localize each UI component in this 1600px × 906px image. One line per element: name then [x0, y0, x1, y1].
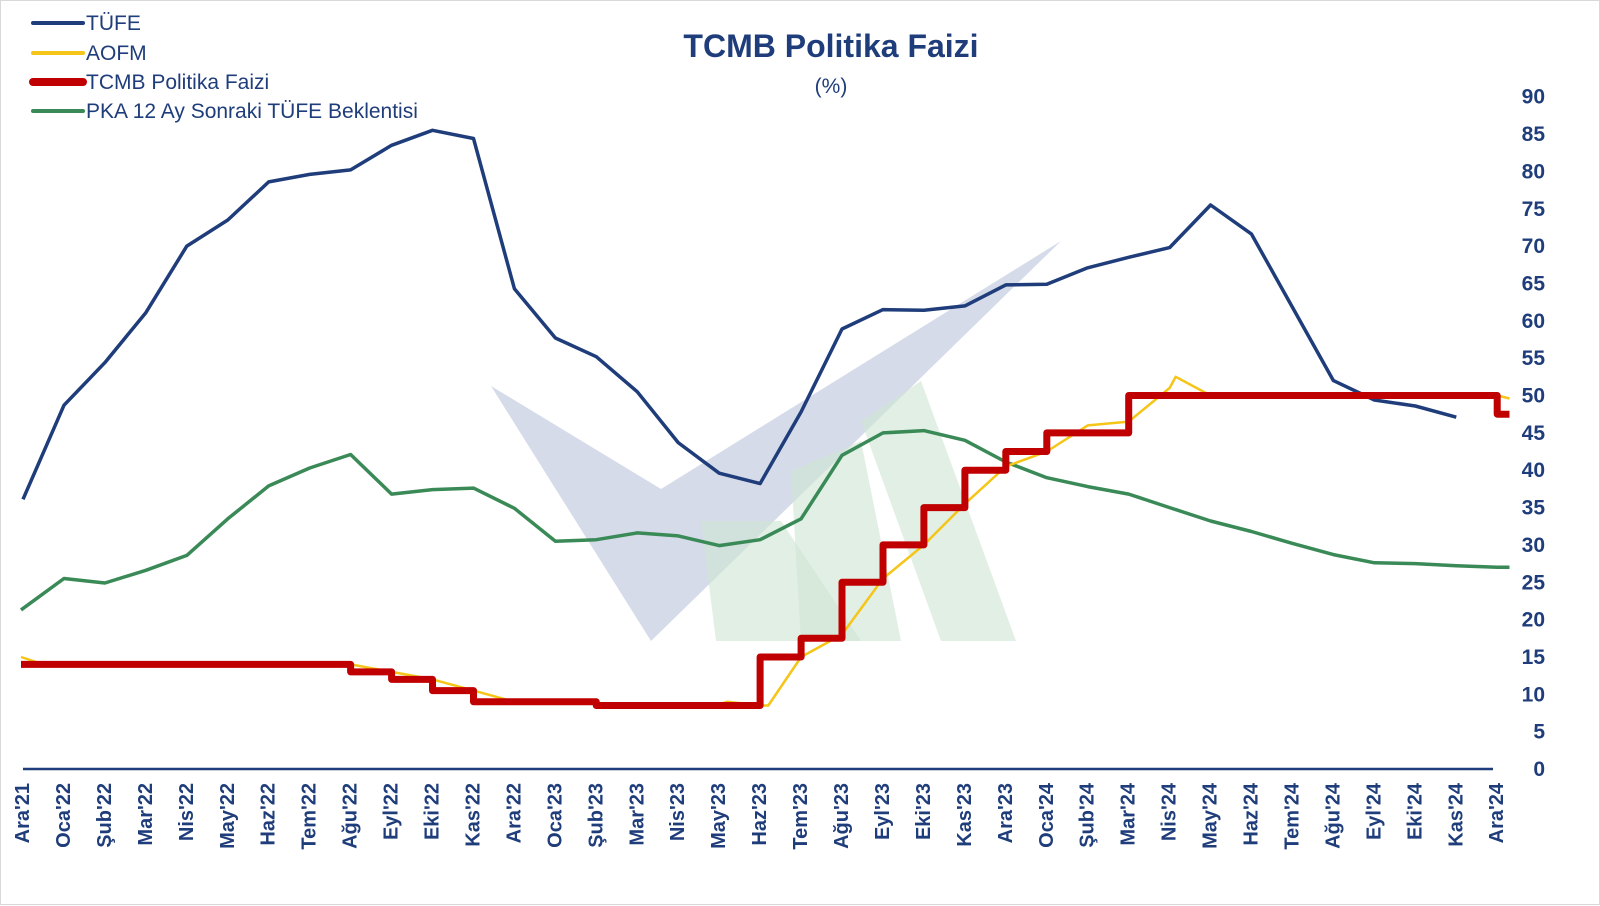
x-tick-label: Oca'24 — [1036, 782, 1058, 848]
chart-title: TCMB Politika Faizi — [683, 28, 978, 64]
x-tick-label: Mar'22 — [135, 783, 157, 846]
y-tick-label: 60 — [1522, 310, 1545, 333]
x-tick-label: Ara'22 — [503, 783, 525, 843]
x-tick-label: Eki'24 — [1404, 782, 1426, 840]
x-tick-label: Haz'24 — [1241, 782, 1263, 845]
x-tick-label: Haz'23 — [749, 783, 771, 846]
y-tick-label: 85 — [1522, 123, 1546, 146]
y-tick-label: 80 — [1522, 160, 1545, 183]
x-tick-label: Mar'24 — [1118, 782, 1140, 845]
watermark-checkmark — [491, 241, 1061, 641]
legend-label: TÜFE — [86, 12, 141, 35]
x-tick-label: Tem'23 — [790, 783, 812, 850]
x-tick-label: Kas'24 — [1445, 782, 1467, 847]
x-tick-label: Nis'23 — [667, 783, 689, 841]
x-tick-label: Kas'23 — [954, 783, 976, 847]
x-tick-label: Ağu'23 — [831, 783, 853, 849]
legend-label: PKA 12 Ay Sonraki TÜFE Beklentisi — [86, 100, 418, 123]
y-tick-label: 75 — [1522, 198, 1546, 221]
y-tick-label: 30 — [1522, 534, 1545, 557]
x-tick-label: Kas'22 — [462, 783, 484, 847]
series-line-tufe — [21, 128, 1457, 500]
x-tick-label: Mar'23 — [626, 783, 648, 846]
y-tick-label: 65 — [1522, 272, 1546, 295]
y-tick-label: 70 — [1522, 235, 1545, 258]
y-tick-label: 15 — [1522, 646, 1546, 669]
y-axis: 0 5 10 15 20 25 30 35 40 45 50 55 60 65 70 75 80 85 90 — [1522, 86, 1546, 781]
y-tick-label: 55 — [1522, 347, 1546, 370]
x-tick-label: Nis'24 — [1159, 782, 1181, 841]
y-tick-label: 50 — [1522, 385, 1545, 408]
series-line-aofm — [20, 375, 1510, 707]
legend-label: TCMB Politika Faizi — [86, 71, 269, 94]
x-tick-label: Eyl'22 — [381, 783, 403, 840]
x-tick-label: Eyl'24 — [1363, 782, 1385, 840]
x-tick-label: Ağu'24 — [1322, 782, 1344, 849]
legend-label: AOFM — [86, 42, 147, 65]
x-tick-label: Tem'24 — [1281, 782, 1303, 850]
series-layer — [19, 128, 1510, 709]
y-tick-label: 25 — [1522, 571, 1546, 594]
x-tick-label: Eki'23 — [913, 783, 935, 840]
y-tick-label: 90 — [1522, 86, 1545, 109]
x-tick-label: Oca'23 — [544, 783, 566, 848]
x-tick-label: Şub'24 — [1077, 782, 1099, 848]
x-tick-label: Ağu'22 — [340, 783, 362, 849]
series-line-policy — [21, 392, 1510, 709]
legend-item-tufe: TÜFE — [31, 12, 141, 35]
x-tick-label: Nis'22 — [176, 783, 198, 841]
x-tick-label: Ara'23 — [995, 783, 1017, 843]
legend: TÜFE AOFM TCMB Politika Faizi PKA 12 Ay Son… — [29, 12, 418, 123]
y-tick-label: 0 — [1533, 758, 1545, 781]
x-tick-label: Oca'22 — [53, 783, 75, 848]
y-tick-label: 5 — [1533, 721, 1545, 744]
y-tick-label: 20 — [1522, 609, 1545, 632]
x-tick-label: Şub'22 — [94, 783, 116, 848]
y-tick-label: 40 — [1522, 459, 1545, 482]
chart-subtitle: (%) — [815, 75, 848, 98]
y-tick-label: 35 — [1522, 497, 1546, 520]
x-tick-label: May'24 — [1200, 782, 1222, 849]
y-tick-label: 10 — [1522, 683, 1545, 706]
series-line-pka — [19, 428, 1510, 612]
x-tick-label: Ara'24 — [1486, 782, 1508, 843]
x-tick-label: May'22 — [217, 783, 239, 849]
x-tick-label: Haz'22 — [258, 783, 280, 846]
legend-item-policy: TCMB Politika Faizi — [29, 71, 269, 94]
x-tick-label: Şub'23 — [585, 783, 607, 848]
x-tick-label: Ara'21 — [12, 783, 34, 843]
x-tick-label: Tem'22 — [299, 783, 321, 850]
x-tick-label: Eki'22 — [422, 783, 444, 840]
x-tick-label: May'23 — [708, 783, 730, 849]
y-tick-label: 45 — [1522, 422, 1546, 445]
x-axis: Ara'21 Oca'22 Şub'22 Mar'22 Nis'22 May'22 Haz'… — [12, 767, 1508, 850]
x-tick-label: Eyl'23 — [872, 783, 894, 840]
legend-item-aofm: AOFM — [31, 42, 147, 65]
legend-item-pka: PKA 12 Ay Sonraki TÜFE Beklentisi — [31, 100, 418, 123]
